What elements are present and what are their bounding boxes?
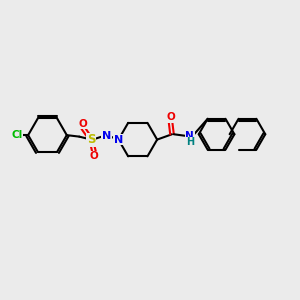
Text: O: O	[166, 112, 175, 122]
Text: O: O	[79, 118, 87, 128]
Text: N: N	[114, 135, 123, 145]
Text: N: N	[185, 131, 194, 141]
Text: Cl: Cl	[11, 130, 22, 140]
Text: S: S	[87, 133, 95, 146]
Text: O: O	[90, 151, 98, 161]
Text: N: N	[102, 131, 111, 141]
Text: H: H	[186, 137, 194, 147]
